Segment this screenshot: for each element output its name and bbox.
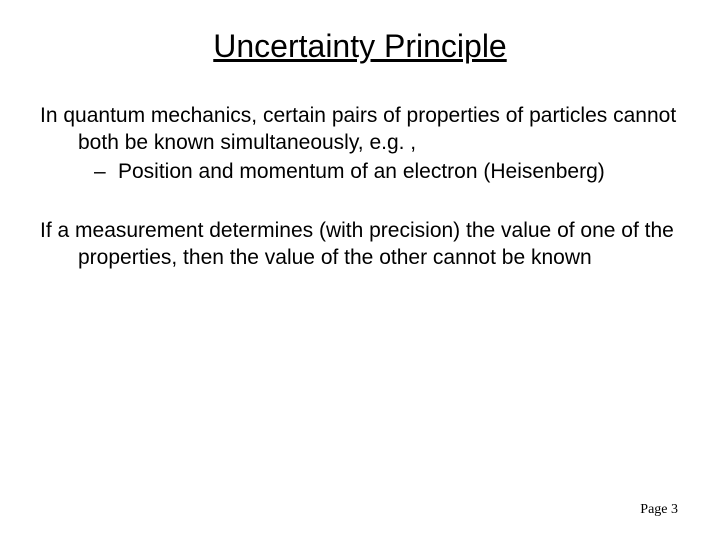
paragraph-2: If a measurement determines (with precis… [40, 218, 680, 272]
page-number: Page 3 [640, 502, 678, 518]
slide-title: Uncertainty Principle [40, 28, 680, 65]
bullet-dash-icon: – [94, 159, 118, 186]
paragraph-2-main: If a measurement determines (with precis… [40, 218, 680, 272]
paragraph-1-main: In quantum mechanics, certain pairs of p… [40, 103, 680, 157]
paragraph-1: In quantum mechanics, certain pairs of p… [40, 103, 680, 186]
bullet-text: Position and momentum of an electron (He… [118, 160, 605, 183]
paragraph-1-bullet: –Position and momentum of an electron (H… [40, 159, 680, 186]
